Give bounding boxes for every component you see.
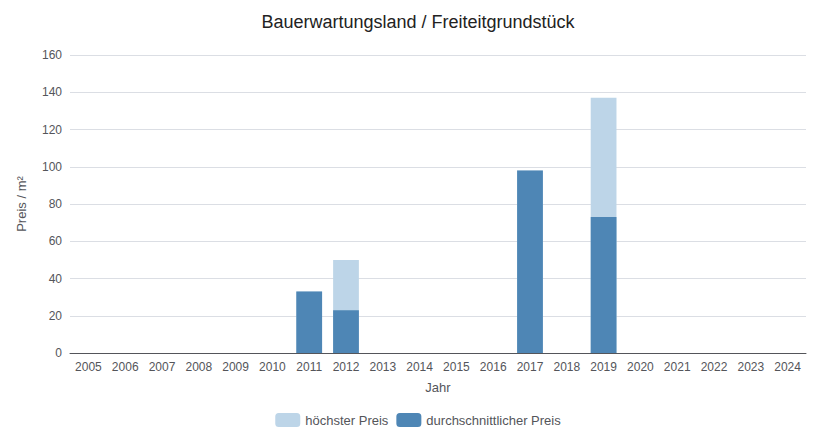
svg-text:Jahr: Jahr [425, 380, 451, 395]
svg-text:2023: 2023 [737, 360, 764, 374]
svg-text:160: 160 [42, 48, 62, 62]
svg-text:40: 40 [49, 272, 63, 286]
svg-text:2015: 2015 [443, 360, 470, 374]
svg-text:20: 20 [49, 309, 63, 323]
svg-text:Preis / m²: Preis / m² [14, 176, 29, 232]
svg-text:2024: 2024 [774, 360, 801, 374]
svg-text:100: 100 [42, 160, 62, 174]
svg-text:120: 120 [42, 123, 62, 137]
svg-text:2020: 2020 [627, 360, 654, 374]
svg-text:2014: 2014 [406, 360, 433, 374]
svg-text:2005: 2005 [75, 360, 102, 374]
svg-text:2012: 2012 [333, 360, 360, 374]
svg-text:2010: 2010 [259, 360, 286, 374]
svg-text:2018: 2018 [553, 360, 580, 374]
svg-text:2013: 2013 [369, 360, 396, 374]
svg-text:Bauerwartungsland / Freiteitgr: Bauerwartungsland / Freiteitgrundstück [261, 12, 575, 32]
svg-text:2011: 2011 [296, 360, 322, 374]
svg-text:2022: 2022 [701, 360, 728, 374]
svg-text:60: 60 [49, 234, 63, 248]
svg-text:2016: 2016 [480, 360, 507, 374]
svg-text:0: 0 [55, 346, 62, 360]
svg-text:2019: 2019 [590, 360, 617, 374]
svg-text:2007: 2007 [149, 360, 176, 374]
svg-text:140: 140 [42, 85, 62, 99]
svg-text:2009: 2009 [222, 360, 249, 374]
svg-text:2006: 2006 [112, 360, 139, 374]
svg-text:80: 80 [49, 197, 63, 211]
svg-text:höchster Preis: höchster Preis [305, 413, 389, 428]
svg-text:2021: 2021 [664, 360, 691, 374]
svg-text:durchschnittlicher Preis: durchschnittlicher Preis [426, 413, 561, 428]
svg-text:2008: 2008 [185, 360, 212, 374]
svg-text:2017: 2017 [517, 360, 544, 374]
